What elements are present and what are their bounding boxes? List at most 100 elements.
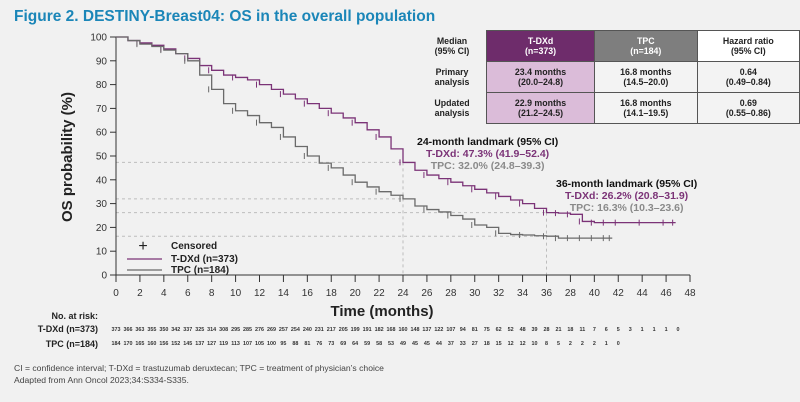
risk-table-numbers: 373 366 363 355 350 342 337 325 314 308 295 285 276 2…	[112, 327, 680, 347]
risk-tpc-value: 170	[123, 341, 132, 347]
risk-tdxd-value: 285	[243, 327, 252, 333]
y-tick-label: 10	[96, 247, 108, 258]
x-tick-label: 36	[541, 288, 553, 299]
risk-tpc-value: 59	[364, 341, 370, 347]
risk-tpc-value: 152	[171, 341, 180, 347]
table-col-tpc: TPC (n=184)	[594, 30, 698, 62]
table-cell: 22.9 months (21.2–24.5)	[486, 92, 596, 124]
risk-tpc-value: 145	[183, 341, 192, 347]
x-tick-label: 20	[350, 288, 362, 299]
risk-tdxd-value: 39	[532, 327, 538, 333]
table-cell: 0.64 (0.49–0.84)	[696, 61, 800, 93]
y-tick-label: 30	[96, 199, 108, 210]
risk-tpc-value: 127	[207, 341, 216, 347]
risk-tpc-value: 45	[412, 341, 418, 347]
risk-tdxd-value: 1	[653, 327, 656, 333]
y-tick-label: 60	[96, 128, 108, 139]
table-cell: 0.69 (0.55–0.86)	[696, 92, 800, 124]
risk-tdxd-value: 182	[375, 327, 384, 333]
risk-tdxd-value: 122	[434, 327, 443, 333]
x-tick-label: 34	[517, 288, 529, 299]
risk-tdxd-value: 350	[159, 327, 168, 333]
risk-tpc-value: 165	[135, 341, 144, 347]
risk-tdxd-value: 3	[629, 327, 632, 333]
legend-tpc-label: TPC (n=184)	[171, 265, 229, 276]
risk-tpc-value: 10	[532, 341, 538, 347]
x-tick-label: 8	[209, 288, 215, 299]
x-tick-label: 2	[137, 288, 143, 299]
risk-tdxd-value: 48	[520, 327, 526, 333]
risk-label-tpc: TPC (n=184)	[45, 339, 98, 349]
risk-tdxd-value: 148	[410, 327, 419, 333]
risk-tdxd-value: 52	[508, 327, 514, 333]
risk-tpc-value: 184	[112, 341, 121, 347]
risk-tpc-value: 5	[557, 341, 560, 347]
x-tick-label: 44	[637, 288, 649, 299]
risk-tdxd-value: 217	[327, 327, 336, 333]
x-tick-label: 30	[469, 288, 481, 299]
risk-tdxd-value: 257	[279, 327, 288, 333]
risk-tpc-value: 37	[448, 341, 454, 347]
risk-tdxd-value: 81	[472, 327, 478, 333]
x-axis-label: Time (months)	[330, 303, 433, 320]
x-tick-label: 48	[684, 288, 696, 299]
risk-tpc-value: 2	[581, 341, 584, 347]
risk-tdxd-value: 373	[112, 327, 121, 333]
table-row-primary: Primary analysis 23.4 months (20.0–24.8) 1…	[418, 61, 800, 93]
risk-tdxd-value: 355	[147, 327, 156, 333]
risk-tdxd-value: 5	[617, 327, 620, 333]
x-tick-label: 22	[374, 288, 386, 299]
risk-tdxd-value: 199	[351, 327, 360, 333]
risk-tpc-value: 12	[520, 341, 526, 347]
risk-tpc-value: 2	[569, 341, 572, 347]
risk-tdxd-value: 7	[593, 327, 596, 333]
survival-curves	[116, 36, 676, 242]
x-tick-label: 26	[421, 288, 433, 299]
x-tick-label: 32	[493, 288, 505, 299]
x-tick-label: 18	[326, 288, 338, 299]
median-os-table: Median (95% CI) T-DXd (n=373) TPC (n=184) …	[418, 30, 800, 124]
risk-tpc-value: 33	[460, 341, 466, 347]
footnote: CI = confidence interval; T-DXd = trastu…	[14, 363, 384, 385]
risk-tpc-value: 113	[231, 341, 240, 347]
risk-tdxd-value: 137	[422, 327, 431, 333]
y-tick-label: 0	[101, 271, 107, 282]
risk-tdxd-value: 94	[460, 327, 466, 333]
risk-tdxd-value: 1	[641, 327, 644, 333]
risk-tpc-value: 95	[280, 341, 286, 347]
y-tick-label: 50	[96, 152, 108, 163]
risk-tdxd-value: 342	[171, 327, 180, 333]
x-tick-label: 12	[254, 288, 266, 299]
risk-tpc-value: 45	[424, 341, 430, 347]
risk-tdxd-value: 295	[231, 327, 240, 333]
risk-heading: No. at risk:	[51, 311, 98, 321]
x-tick-label: 24	[397, 288, 409, 299]
y-tick-label: 80	[96, 80, 108, 91]
risk-tdxd-value: 325	[195, 327, 204, 333]
table-cell: 16.8 months (14.1–19.5)	[594, 92, 698, 124]
risk-label-tdxd: T-DXd (n=373)	[37, 324, 98, 334]
table-row-header-median: Median (95% CI)	[434, 36, 470, 56]
risk-tpc-value: 53	[388, 341, 394, 347]
table-row-label: Updated analysis	[434, 98, 470, 118]
censored-marker-icon: +	[138, 238, 147, 255]
risk-tdxd-value: 18	[567, 327, 573, 333]
risk-tpc-value: 64	[352, 341, 358, 347]
risk-tpc-value: 44	[436, 341, 442, 347]
landmark-reference-lines	[116, 161, 547, 275]
x-tick-label: 6	[185, 288, 191, 299]
x-tick-label: 46	[661, 288, 673, 299]
table-cell: 16.8 months (14.5–20.0)	[594, 61, 698, 93]
legend-censored-label: Censored	[171, 241, 217, 252]
risk-tpc-value: 2	[593, 341, 596, 347]
table-col-tdxd: T-DXd (n=373)	[486, 30, 596, 62]
risk-tpc-value: 81	[304, 341, 310, 347]
risk-tdxd-value: 0	[677, 327, 680, 333]
landmark-36-month: 36-month landmark (95% CI) T-DXd: 26.2% …	[556, 178, 698, 214]
tpc-curve	[116, 36, 613, 239]
risk-tpc-value: 156	[159, 341, 168, 347]
risk-tdxd-value: 21	[555, 327, 561, 333]
risk-tdxd-value: 75	[484, 327, 490, 333]
risk-tdxd-value: 107	[446, 327, 455, 333]
